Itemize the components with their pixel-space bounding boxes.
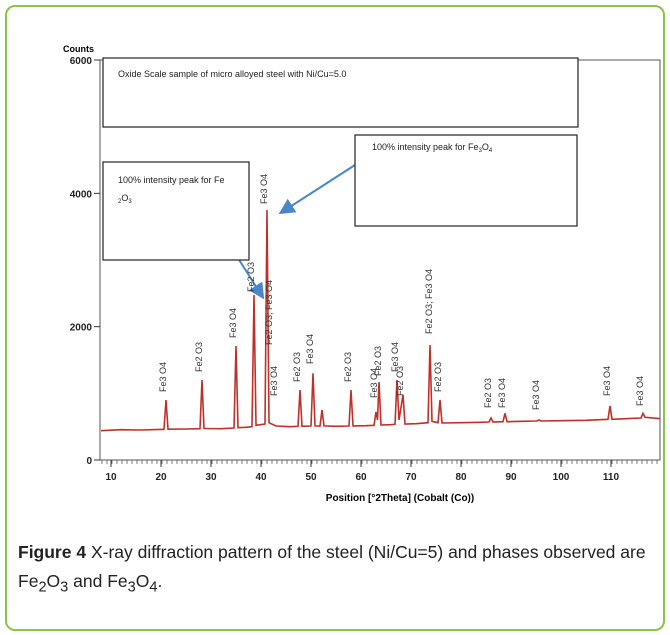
caption-subscript: 3 bbox=[127, 579, 136, 596]
annotation-text: 2O3 bbox=[118, 193, 132, 205]
annotation-text: Oxide Scale sample of micro alloyed stee… bbox=[118, 69, 346, 79]
annotation-text-part: 2 bbox=[118, 199, 122, 205]
peak-label: Fe3 O4 bbox=[635, 376, 645, 406]
peak-label: Fe3 O4 bbox=[228, 308, 238, 338]
peak-label: Fe3 O4 bbox=[602, 366, 612, 396]
caption-text: and Fe bbox=[68, 571, 128, 591]
x-tick-label: 110 bbox=[603, 472, 620, 483]
annotation-text-part: 100% intensity peak for Fe bbox=[372, 142, 479, 152]
x-tick-label: 40 bbox=[255, 472, 267, 483]
caption-subscript: 2 bbox=[38, 579, 47, 596]
peak-label: Fe2 O3 bbox=[246, 262, 256, 292]
annotation-box bbox=[102, 161, 250, 261]
annotation-box bbox=[102, 57, 579, 128]
peak-label: Fe3 O4 bbox=[305, 334, 315, 364]
peak-label: Fe2 O3 bbox=[343, 352, 353, 382]
annotation-text: 100% intensity peak for Fe bbox=[118, 175, 225, 185]
peak-label: Fe3 O4 bbox=[531, 380, 541, 410]
caption-text: O bbox=[46, 571, 61, 591]
y-axis-label: Counts bbox=[63, 44, 94, 54]
peak-label: Fe2 O3; Fe3 O4 bbox=[424, 269, 434, 334]
x-tick-label: 50 bbox=[305, 472, 317, 483]
figure-card bbox=[5, 5, 665, 631]
y-tick-label: 2000 bbox=[70, 323, 93, 334]
peak-label: Fe3 O4 bbox=[390, 342, 400, 372]
x-tick-label: 90 bbox=[505, 472, 517, 483]
caption-subscript: 3 bbox=[60, 579, 69, 596]
peak-label: Fe2 O3 bbox=[483, 378, 493, 408]
annotation-text-part: O bbox=[121, 193, 128, 203]
annotation-text: 100% intensity peak for Fe3O4 bbox=[372, 142, 493, 154]
chart: Counts Position [°2Theta] (Cobalt (Co)) … bbox=[63, 44, 661, 504]
x-tick-label: 10 bbox=[105, 472, 117, 483]
x-tick-label: 30 bbox=[205, 472, 217, 483]
caption-text: . bbox=[157, 571, 163, 591]
caption-subscript: 4 bbox=[149, 579, 158, 596]
x-tick-label: 80 bbox=[455, 472, 467, 483]
annotation-text-part: 100% intensity peak for Fe bbox=[118, 175, 225, 185]
x-axis-label: Position [°2Theta] (Cobalt (Co)) bbox=[326, 493, 474, 504]
annotation-text-part: 3 bbox=[479, 148, 483, 154]
peak-label: Fe2 O3 bbox=[373, 346, 383, 376]
peak-label: Fe2 O3 bbox=[433, 362, 443, 392]
peak-label: Fe2 O3 bbox=[194, 342, 204, 372]
peak-label: Fe2 O3 bbox=[395, 366, 405, 396]
peak-label: Fe3 O4 bbox=[497, 378, 507, 408]
x-tick-label: 70 bbox=[405, 472, 417, 483]
annotation-text-part: Oxide Scale sample of micro alloyed stee… bbox=[118, 69, 346, 79]
y-tick-label: 6000 bbox=[70, 56, 93, 67]
x-tick-label: 100 bbox=[553, 472, 570, 483]
data-line bbox=[100, 209, 661, 432]
caption-text: O bbox=[135, 571, 150, 591]
y-tick-label: 0 bbox=[86, 456, 92, 467]
annotation-text-part: O bbox=[482, 142, 489, 152]
x-tick-label: 20 bbox=[155, 472, 167, 483]
peak-label: Fe3 O4 bbox=[158, 362, 168, 392]
annotation-text-part: 4 bbox=[489, 148, 493, 154]
x-tick-label: 60 bbox=[355, 472, 367, 483]
peak-label: Fe2 O3 bbox=[292, 352, 302, 382]
peak-label: Fe3 O4 bbox=[269, 366, 279, 396]
y-tick-label: 4000 bbox=[70, 189, 93, 200]
peak-label: Fe3 O4 bbox=[259, 174, 269, 204]
arrow bbox=[235, 254, 265, 300]
peak-label: Fe3 O4 bbox=[369, 368, 379, 398]
peak-label: Fe2 O3; Fe3 O4 bbox=[264, 280, 274, 345]
caption-label: Figure 4 bbox=[18, 542, 87, 562]
annotation-text-part: 3 bbox=[128, 199, 132, 205]
arrow bbox=[278, 164, 356, 215]
annotation-box bbox=[354, 134, 578, 227]
caption-text: X-ray diffraction pattern of the steel (… bbox=[18, 542, 646, 591]
caption: Figure 4 X-ray diffraction pattern of th… bbox=[18, 538, 663, 603]
